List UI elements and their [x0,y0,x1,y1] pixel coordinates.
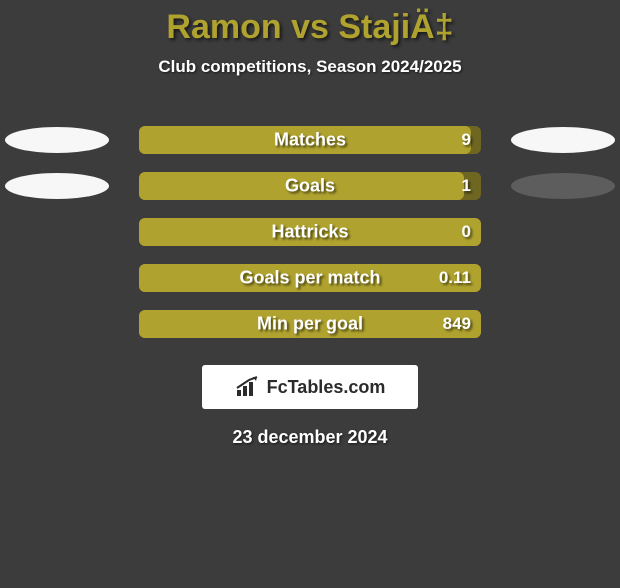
stat-row: Goals1 [0,163,620,209]
date-label: 23 december 2024 [0,427,620,448]
stat-row: Matches9 [0,117,620,163]
stat-row: Min per goal849 [0,301,620,347]
stat-value: 9 [462,130,471,150]
stat-bar: Hattricks0 [139,218,481,246]
subtitle: Club competitions, Season 2024/2025 [0,57,620,77]
left-ellipse [5,173,109,199]
title-text: Ramon vs StajiÄ‡ [166,8,453,46]
stat-label: Hattricks [139,222,481,243]
right-ellipse [511,173,615,199]
stat-value: 849 [443,314,471,334]
stat-bar: Min per goal849 [139,310,481,338]
stat-label: Matches [139,130,481,151]
page-title: Ramon vs StajiÄ‡ [0,8,620,47]
stats-bars: Matches9Goals1Hattricks0Goals per match0… [0,117,620,347]
fctables-badge: FcTables.com [202,365,418,409]
stat-value: 1 [462,176,471,196]
stat-bar: Goals per match0.11 [139,264,481,292]
stat-bar: Matches9 [139,126,481,154]
subtitle-text: Club competitions, Season 2024/2025 [158,57,461,76]
stat-label: Goals [139,176,481,197]
right-ellipse [511,127,615,153]
badge-text: FcTables.com [267,377,386,398]
stat-row: Goals per match0.11 [0,255,620,301]
chart-icon [235,376,261,398]
stat-label: Goals per match [139,268,481,289]
stat-row: Hattricks0 [0,209,620,255]
left-ellipse [5,127,109,153]
stat-value: 0.11 [439,268,471,288]
date-text: 23 december 2024 [232,427,387,447]
stat-value: 0 [462,222,471,242]
stat-bar: Goals1 [139,172,481,200]
stat-label: Min per goal [139,314,481,335]
